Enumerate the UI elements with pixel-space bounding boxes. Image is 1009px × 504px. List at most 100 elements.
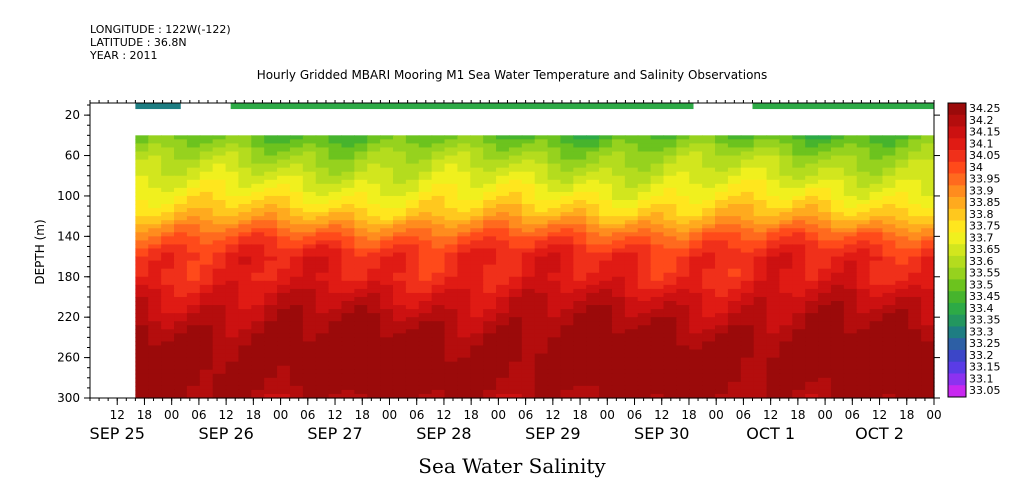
salinity-cell [908,288,922,294]
salinity-cell [431,167,446,173]
salinity-cell [148,373,162,379]
salinity-cell [457,220,471,225]
salinity-cell [238,183,252,189]
salinity-cell [792,256,806,262]
salinity-cell [148,288,162,294]
salinity-cell [186,163,201,169]
salinity-cell [534,373,549,379]
salinity-cell [521,163,536,169]
salinity-cell [521,309,536,314]
salinity-cell [405,268,420,274]
salinity-cell [766,204,781,209]
salinity-cell [418,353,433,359]
salinity-cell [586,301,600,306]
salinity-cell [882,236,896,241]
salinity-cell [792,159,806,165]
salinity-cell [212,167,227,173]
colorbar-swatch [948,349,966,363]
salinity-cell [689,260,703,266]
salinity-cell [392,204,407,209]
salinity-cell [882,284,896,290]
salinity-cell [302,256,317,262]
salinity-cell [444,232,459,237]
salinity-cell [161,244,175,250]
salinity-cell [560,252,574,258]
salinity-cell [908,167,922,173]
salinity-cell [277,361,291,367]
salinity-cell [161,220,175,225]
salinity-cell [199,191,214,197]
salinity-cell [186,365,201,371]
salinity-cell [869,365,884,371]
salinity-cell [740,345,755,351]
salinity-cell [856,147,871,153]
salinity-cell [289,135,304,140]
salinity-cell [174,191,188,197]
colorbar-label: 33.75 [969,220,1001,233]
salinity-cell [599,135,613,140]
salinity-cell [908,244,922,250]
salinity-cell [148,389,162,395]
salinity-cell [367,147,381,153]
salinity-cell [727,147,742,153]
salinity-cell [264,232,278,237]
salinity-cell [766,264,781,270]
salinity-cell [264,357,278,363]
salinity-cell [921,204,935,209]
salinity-cell [174,272,188,278]
salinity-cell [766,135,781,140]
salinity-cell [921,349,935,355]
salinity-cell [212,377,227,383]
salinity-cell [431,325,446,330]
salinity-cell [315,191,330,197]
salinity-cell [702,389,716,395]
salinity-cell [702,393,716,399]
salinity-cell [470,139,484,145]
salinity-cell [637,280,652,286]
salinity-cell [702,321,716,326]
salinity-cell [174,228,188,233]
salinity-cell [161,333,175,338]
salinity-cell [650,179,665,185]
salinity-cell [431,252,446,258]
salinity-cell [779,345,793,351]
salinity-cell [380,260,394,266]
salinity-cell [869,224,884,229]
salinity-cell [135,135,149,140]
x-tick-label: 18 [790,408,805,422]
salinity-cell [663,139,677,145]
salinity-cell [161,341,175,347]
salinity-cell [830,296,845,302]
salinity-cell [315,276,330,282]
salinity-cell [302,341,317,347]
salinity-cell [895,373,909,379]
salinity-cell [354,373,368,379]
salinity-cell [367,228,381,233]
salinity-cell [611,341,626,347]
salinity-cell [174,151,188,157]
salinity-cell [534,301,549,306]
salinity-cell [586,309,600,314]
salinity-cell [483,321,497,326]
salinity-cell [547,224,562,229]
salinity-cell [547,159,562,165]
salinity-cell [908,204,922,209]
salinity-cell [380,183,394,189]
salinity-cell [135,353,149,359]
salinity-cell [521,228,536,233]
salinity-cell [174,365,188,371]
salinity-cell [289,175,304,181]
salinity-cell [637,349,652,355]
salinity-cell [328,163,343,169]
salinity-cell [199,292,214,298]
salinity-cell [727,349,742,355]
salinity-cell [354,135,368,140]
salinity-cell [148,187,162,193]
salinity-cell [277,147,291,153]
salinity-cell [135,147,149,153]
salinity-cell [315,353,330,359]
salinity-cell [277,280,291,286]
salinity-cell [869,345,884,351]
salinity-cell [843,171,858,177]
salinity-cell [727,301,742,306]
